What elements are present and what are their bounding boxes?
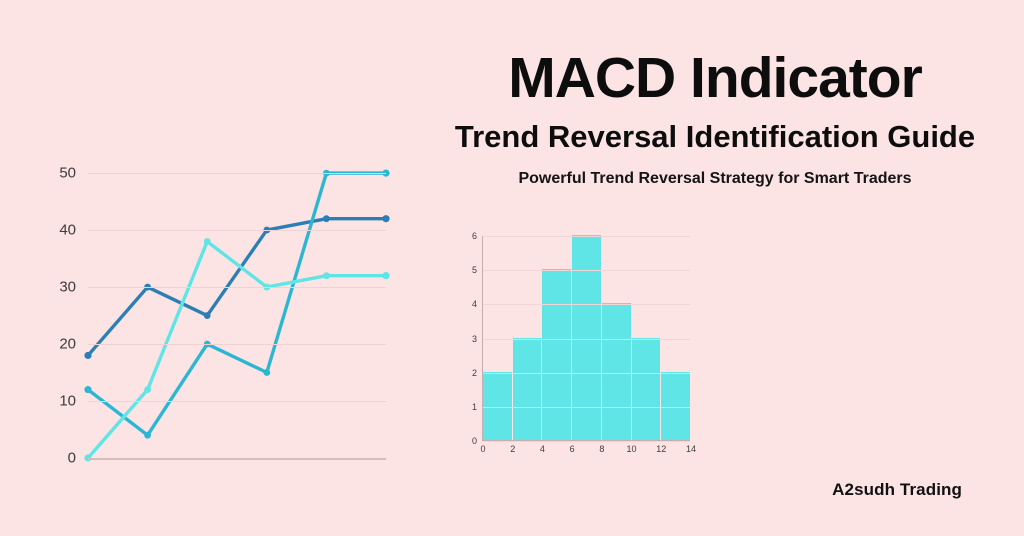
- line-chart: 0 10 20 30 40 50: [44, 138, 394, 478]
- line-chart-data-point: [382, 169, 390, 177]
- bar-chart-gridline: 4: [472, 299, 690, 309]
- bar-chart-x-tick-label: 0: [480, 444, 486, 454]
- page-title: MACD Indicator: [508, 46, 923, 110]
- bar-chart-gridline: 0: [472, 436, 690, 446]
- bar-chart-x-tick-label: 6: [569, 444, 575, 454]
- bar-chart-bar: [661, 371, 690, 440]
- line-chart-data-point: [263, 369, 271, 376]
- line-chart-data-point: [323, 272, 330, 280]
- line-chart-gridline: 10: [59, 393, 386, 410]
- page-tagline: Powerful Trend Reversal Strategy for Sma…: [518, 170, 912, 188]
- bar-chart-bar: [542, 269, 572, 440]
- line-chart-y-tick-label: 0: [67, 449, 76, 467]
- bar-chart-x-tick-label: 10: [626, 444, 637, 454]
- brand-label: A2sudh Trading: [832, 480, 962, 499]
- bar-chart-y-tick-label: 3: [471, 333, 477, 344]
- bar-chart-y-tick-label: 5: [471, 265, 477, 276]
- bar-chart-gridline: 2: [472, 368, 690, 378]
- line-chart-y-tick-label: 20: [59, 335, 76, 353]
- line-chart-data-point: [144, 431, 151, 439]
- line-chart-data-point: [203, 238, 211, 245]
- line-chart-data-point: [84, 351, 92, 360]
- bar-chart-y-tick-label: 0: [471, 436, 477, 446]
- bar-chart-x-tick-label: 12: [656, 444, 667, 454]
- line-chart-gridline: 0: [68, 450, 386, 467]
- bar-chart: 0 1 2 3 4 5 6 0 2 4 6 8 10 12 14: [458, 228, 703, 458]
- bar-chart-bar: [512, 337, 542, 440]
- bar-chart-y-tick-label: 4: [471, 299, 477, 310]
- bar-chart-bar: [572, 235, 601, 440]
- bar-chart-plot-area: 0 1 2 3 4 5 6 0 2 4 6 8 10 12 14: [472, 231, 696, 454]
- bar-chart-gridline: 3: [472, 334, 690, 344]
- line-chart-y-tick-label: 50: [59, 164, 76, 182]
- bar-chart-gridline: 5: [472, 265, 690, 275]
- bar-chart-x-tick-label: 8: [599, 444, 605, 454]
- line-chart-y-tick-label: 30: [59, 278, 76, 296]
- line-chart-plot-area: 0 10 20 30 40 50: [59, 156, 390, 467]
- bar-chart-y-tick-label: 2: [471, 367, 477, 378]
- line-chart-data-point: [382, 215, 390, 223]
- line-chart-gridline: 40: [59, 222, 386, 239]
- bar-chart-bar: [631, 337, 661, 440]
- bar-chart-y-tick-label: 6: [471, 231, 477, 241]
- line-chart-data-point: [144, 386, 151, 394]
- page-subtitle: Trend Reversal Identification Guide: [454, 118, 976, 154]
- bar-chart-bars: [483, 235, 690, 440]
- line-chart-series-line: [86, 216, 388, 358]
- line-chart-data-point: [323, 215, 330, 223]
- bar-chart-gridline: 1: [472, 402, 690, 412]
- bar-chart-x-tick-label: 4: [539, 444, 545, 454]
- line-chart-gridline: 30: [59, 279, 386, 296]
- line-chart-gridline: 50: [59, 165, 386, 182]
- bar-chart-x-tick-label: 2: [510, 444, 516, 454]
- heading-block: MACD Indicator Trend Reversal Identifica…: [430, 46, 1000, 188]
- bar-chart-gridline: 6: [472, 231, 690, 241]
- line-chart-y-tick-label: 40: [59, 221, 76, 239]
- bar-chart-y-tick-label: 1: [471, 401, 477, 412]
- bar-chart-x-tick-label: 14: [685, 444, 697, 454]
- bar-chart-bar: [601, 303, 631, 440]
- line-chart-gridline: 20: [59, 336, 386, 353]
- line-chart-data-point: [84, 386, 92, 394]
- bar-chart-bar: [483, 371, 512, 440]
- line-chart-series-layer: [84, 169, 390, 462]
- line-chart-data-point: [203, 312, 211, 319]
- line-chart-y-tick-label: 10: [59, 392, 76, 410]
- line-chart-data-point: [382, 272, 390, 280]
